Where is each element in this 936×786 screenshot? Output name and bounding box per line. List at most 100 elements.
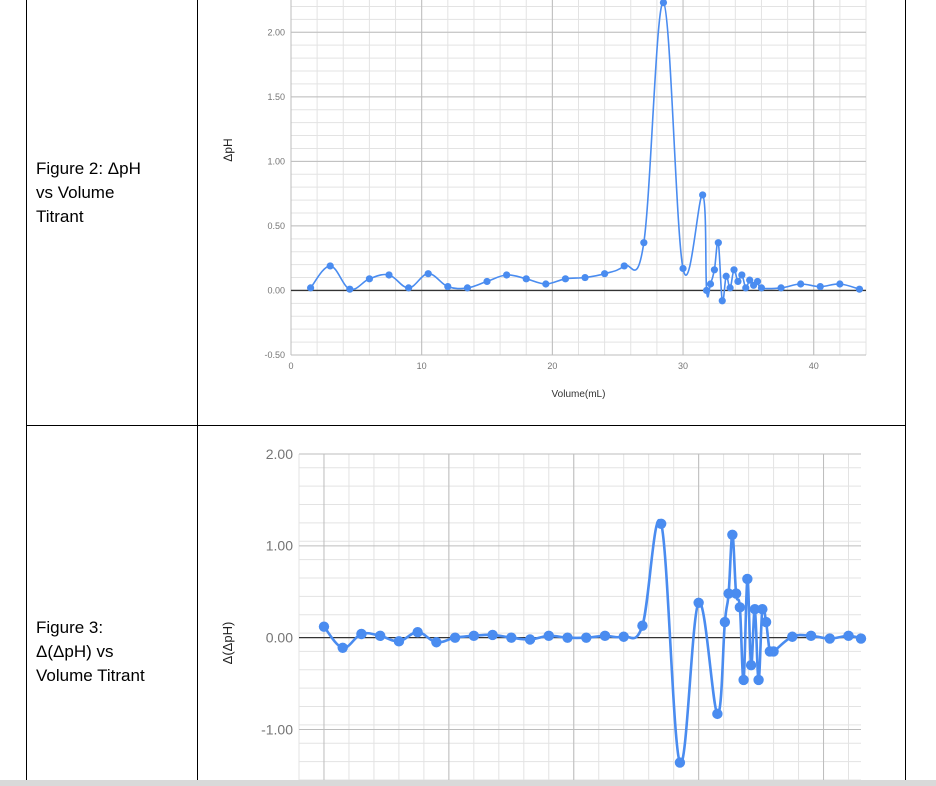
data-point xyxy=(506,632,517,643)
data-point xyxy=(385,271,393,279)
data-point xyxy=(679,264,687,273)
figure-2-caption: Figure 2: ΔpH vs Volume Titrant xyxy=(36,159,141,226)
data-point xyxy=(337,642,348,653)
data-point xyxy=(836,280,844,288)
data-point xyxy=(730,266,738,274)
data-point xyxy=(742,284,750,292)
data-point xyxy=(742,573,753,585)
data-point xyxy=(746,276,754,284)
y-tick-label: 1.50 xyxy=(267,92,285,102)
figure-3-caption: Figure 3: Δ(ΔpH) vs Volume Titrant xyxy=(36,618,145,685)
data-point xyxy=(722,272,730,280)
x-axis-title: Volume(mL) xyxy=(552,389,606,400)
data-point xyxy=(599,630,611,642)
data-point xyxy=(524,634,536,645)
data-point xyxy=(753,277,762,286)
data-point xyxy=(468,630,480,642)
series-line xyxy=(322,519,862,765)
data-point xyxy=(655,518,667,529)
y-tick-label: 1.00 xyxy=(267,157,285,167)
data-point xyxy=(307,284,315,292)
data-point xyxy=(618,631,629,642)
data-point xyxy=(620,262,628,270)
series-line xyxy=(309,1,860,303)
x-tick-label: 0 xyxy=(288,361,293,371)
data-point xyxy=(723,588,734,599)
data-point xyxy=(734,277,742,286)
data-point xyxy=(346,285,354,293)
data-point xyxy=(431,637,442,648)
data-point xyxy=(693,597,704,608)
data-point xyxy=(816,282,824,291)
data-point xyxy=(753,674,764,686)
data-point xyxy=(787,631,798,642)
delta-delta-ph-chart: -1.00 0.00 1.00 2.00 Δ(ΔpH) xyxy=(220,446,867,780)
data-point xyxy=(702,286,711,295)
data-point xyxy=(734,602,746,613)
window-bottom-bar xyxy=(0,780,936,786)
data-point xyxy=(374,630,386,642)
data-point xyxy=(581,273,589,282)
data-point xyxy=(674,757,686,768)
data-point xyxy=(730,588,742,599)
data-point xyxy=(365,275,374,283)
data-point xyxy=(777,284,785,292)
data-point xyxy=(424,270,432,278)
table-right-border xyxy=(905,0,906,780)
data-point xyxy=(805,630,817,642)
data-point xyxy=(760,616,772,628)
data-point xyxy=(640,239,648,247)
data-point xyxy=(706,280,715,288)
data-point xyxy=(483,277,491,286)
y-tick-label: 0.00 xyxy=(267,286,285,296)
y-tick-label: -0.50 xyxy=(264,350,285,360)
data-point xyxy=(745,660,757,671)
y-tick-label: 0.00 xyxy=(266,630,293,646)
x-tick-label: 10 xyxy=(417,361,427,371)
data-point xyxy=(326,262,334,270)
x-tick-label: 20 xyxy=(547,361,557,371)
data-point xyxy=(562,632,573,643)
data-point xyxy=(543,630,554,642)
data-point xyxy=(726,284,734,292)
data-point xyxy=(487,629,498,641)
table-column-divider xyxy=(197,0,198,780)
data-point xyxy=(318,621,330,632)
data-point xyxy=(855,633,867,644)
table-row-divider xyxy=(26,425,906,426)
x-tick-label: 40 xyxy=(809,361,819,371)
delta-ph-chart: -0.50 0.00 0.50 1.00 1.50 2.00 0 10 20 30 40 Volume… xyxy=(221,0,867,400)
data-point xyxy=(855,285,864,293)
data-point xyxy=(797,280,805,288)
data-point xyxy=(356,628,367,640)
data-point xyxy=(393,636,405,647)
data-point xyxy=(757,284,766,292)
data-point xyxy=(738,271,746,279)
data-point xyxy=(824,633,835,644)
data-point xyxy=(710,266,719,274)
y-tick-label: 0.50 xyxy=(267,221,285,231)
data-point xyxy=(449,632,461,643)
y-axis-title: ΔpH xyxy=(221,138,235,161)
data-point xyxy=(714,239,722,247)
y-tick-label: 2.00 xyxy=(267,27,285,37)
data-point xyxy=(542,280,550,288)
data-point xyxy=(444,282,452,291)
data-point xyxy=(768,646,779,657)
data-point xyxy=(405,284,413,292)
data-point xyxy=(843,630,854,642)
y-tick-label: 2.00 xyxy=(266,446,293,462)
data-point xyxy=(412,626,423,638)
data-point xyxy=(659,0,668,7)
data-point xyxy=(561,275,570,283)
data-point xyxy=(718,297,726,305)
data-point xyxy=(749,603,761,615)
data-point xyxy=(699,191,707,199)
data-point xyxy=(727,529,738,541)
data-point xyxy=(757,603,768,615)
data-point xyxy=(503,271,511,279)
y-axis-title: Δ(ΔpH) xyxy=(220,622,235,665)
data-point xyxy=(463,284,472,292)
y-tick-label: 1.00 xyxy=(266,538,293,554)
data-point xyxy=(581,632,592,643)
